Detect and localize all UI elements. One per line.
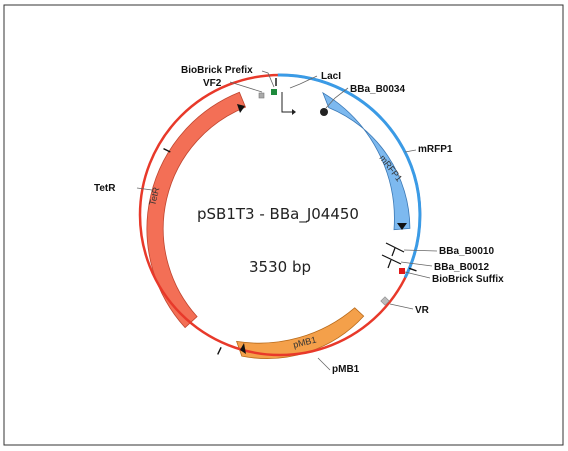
label-vf2[interactable]: VF2 [203, 78, 222, 89]
label-tetr[interactable]: TetR [94, 183, 116, 194]
biobrick-suffix-marker[interactable] [399, 268, 405, 274]
label-biobrick-suffix[interactable]: BioBrick Suffix [432, 274, 504, 285]
rbs-dot [320, 108, 328, 116]
label-bba-b0034[interactable]: BBa_B0034 [350, 84, 405, 95]
plasmid-length: 3530 bp [249, 258, 311, 276]
mrfp1-direction-arrow [397, 223, 407, 230]
pmb1-direction-arrow [240, 343, 246, 354]
label-vr[interactable]: VR [415, 305, 430, 316]
label-pmb1[interactable]: pMB1 [332, 364, 360, 375]
pmb1-feature[interactable] [235, 307, 365, 359]
tetr-feature[interactable] [146, 91, 247, 329]
frame-border [3, 4, 564, 446]
label-laci[interactable]: LacI [321, 71, 341, 82]
insert-arc [277, 73, 422, 279]
terminators [381, 242, 405, 269]
vf2-primer-marker[interactable] [258, 92, 265, 99]
leader-lines [136, 70, 438, 371]
vr-primer-marker[interactable] [380, 296, 390, 306]
promoter-arrow [281, 92, 296, 115]
biobrick-prefix-marker[interactable] [271, 89, 277, 95]
label-biobrick-prefix[interactable]: BioBrick Prefix [181, 65, 253, 76]
tetr-direction-arrow [237, 104, 245, 113]
ticks [163, 78, 417, 355]
label-bba-b0010[interactable]: BBa_B0010 [439, 246, 494, 257]
mrfp1-feature[interactable] [322, 91, 411, 231]
label-mrfp1[interactable]: mRFP1 [418, 144, 453, 155]
tetr-feature-text: TetR [147, 186, 161, 207]
plasmid-name: pSB1T3 - BBa_J04450 [197, 205, 359, 224]
label-bba-b0012[interactable]: BBa_B0012 [434, 262, 489, 273]
